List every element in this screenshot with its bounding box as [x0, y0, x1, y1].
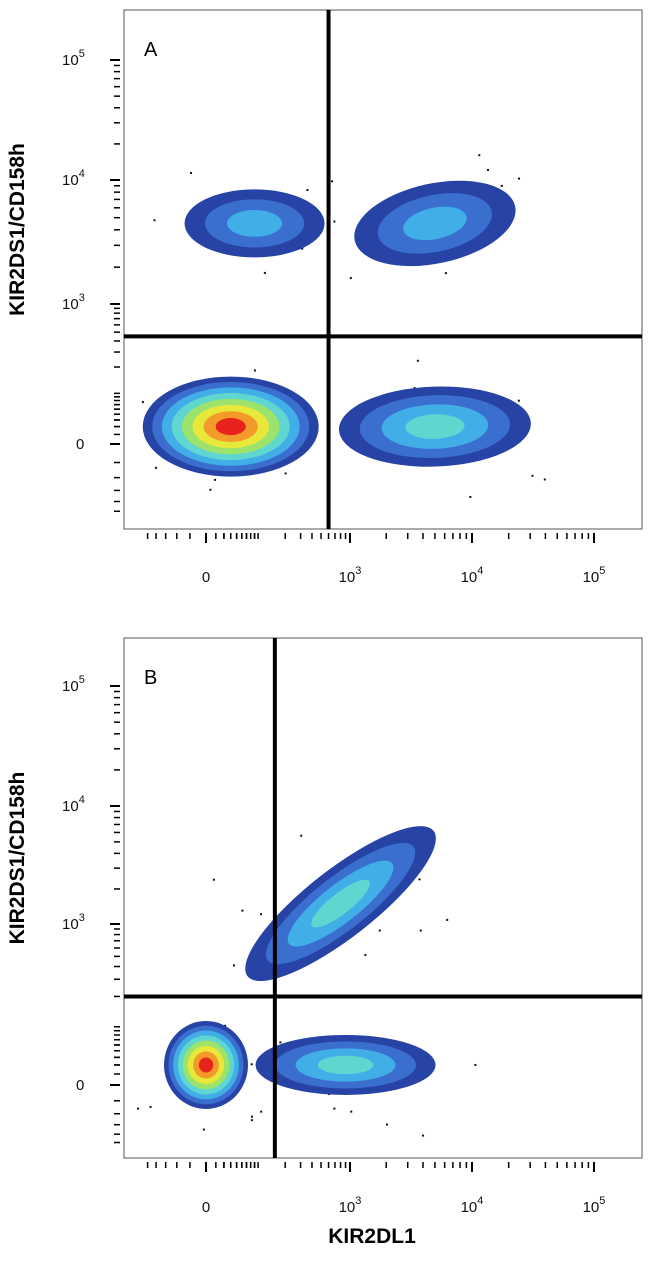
- event-dot: [300, 834, 303, 837]
- x-tick-label: 103: [339, 1195, 362, 1216]
- event-dot: [386, 1123, 389, 1126]
- event-dot: [284, 472, 287, 475]
- event-dot: [190, 172, 193, 175]
- panel-a: A 0 103 104 105 0 103 104 105 KIR2DS1/CD158h: [6, 9, 643, 586]
- event-dot: [422, 1134, 425, 1137]
- y-tick-label: 105: [62, 48, 85, 69]
- event-dot: [260, 913, 263, 916]
- event-dot: [241, 909, 244, 912]
- x-tick-label: 104: [461, 565, 484, 586]
- event-dot: [224, 1024, 227, 1027]
- panel-label: B: [144, 667, 157, 689]
- population-kir2dl1-single: [255, 1034, 436, 1095]
- density-contour: [215, 418, 246, 436]
- event-dot: [212, 878, 215, 881]
- event-dot: [378, 929, 381, 932]
- event-dot: [418, 878, 421, 881]
- event-dot: [306, 188, 309, 191]
- population-double-positive: [245, 826, 436, 982]
- event-dot: [517, 399, 520, 402]
- event-dot: [416, 359, 419, 362]
- event-dot: [419, 929, 422, 932]
- y-tick-label: 0: [76, 436, 84, 453]
- event-dot: [486, 168, 489, 171]
- event-dot: [153, 219, 156, 222]
- y-tick-label: 103: [62, 292, 85, 313]
- y-tick-label: 104: [62, 168, 85, 189]
- x-tick-label: 105: [583, 565, 606, 586]
- x-tick-label: 0: [202, 1199, 210, 1216]
- population-double-negative: [142, 376, 319, 477]
- event-dot: [214, 478, 217, 481]
- event-dot: [350, 1110, 353, 1113]
- event-dot: [250, 1115, 253, 1118]
- event-dot: [333, 1107, 336, 1110]
- event-dot: [500, 184, 503, 187]
- plot-area: [99, 826, 477, 1137]
- event-dot: [444, 272, 447, 275]
- density-contour: [198, 1057, 214, 1073]
- event-dot: [364, 953, 367, 956]
- event-dot: [141, 401, 144, 404]
- event-dot: [469, 496, 472, 499]
- event-dot: [518, 177, 521, 180]
- event-dot: [260, 1110, 263, 1113]
- event-dot: [543, 478, 546, 481]
- event-dot: [330, 180, 333, 183]
- x-axis-title: KIR2DL1: [328, 1225, 416, 1248]
- event-dot: [137, 1107, 140, 1110]
- x-tick-label: 103: [339, 565, 362, 586]
- y-axis-title: KIR2DS1/CD158h: [6, 772, 29, 945]
- x-tick-label: 105: [583, 1195, 606, 1216]
- event-dot: [253, 369, 256, 372]
- event-dot: [301, 247, 304, 250]
- population-double-positive: [354, 180, 516, 267]
- density-contour: [227, 210, 283, 237]
- event-dot: [209, 488, 212, 491]
- x-tick-label: 0: [202, 569, 210, 586]
- event-dot: [333, 220, 336, 223]
- event-dot: [446, 918, 449, 921]
- event-dot: [478, 154, 481, 157]
- population-double-negative: [164, 1020, 248, 1109]
- density-contour: [403, 206, 467, 241]
- x-tick-label: 104: [461, 1195, 484, 1216]
- population-kir2ds1-single: [184, 189, 325, 258]
- population-kir2dl1-single: [338, 386, 531, 467]
- density-contour: [311, 879, 370, 928]
- density-contour: [405, 414, 465, 439]
- event-dot: [263, 271, 266, 274]
- event-dot: [250, 1119, 253, 1122]
- event-dot: [250, 1063, 253, 1066]
- event-dot: [99, 1029, 101, 1031]
- event-dot: [232, 964, 235, 967]
- density-contour: [317, 1055, 374, 1075]
- event-dot: [149, 1105, 152, 1108]
- event-dot: [279, 1041, 282, 1044]
- event-dot: [474, 1063, 477, 1066]
- y-axis-title: KIR2DS1/CD158h: [6, 143, 29, 316]
- y-tick-label: 103: [62, 912, 85, 933]
- plot-area: [141, 154, 546, 499]
- y-tick-label: 0: [76, 1077, 84, 1094]
- event-dot: [349, 277, 352, 280]
- y-tick-label: 104: [62, 794, 85, 815]
- event-dot: [155, 466, 158, 469]
- y-tick-label: 105: [62, 674, 85, 695]
- panel-b: B 0 103 104 105 0 103 104 105 KIR2DS1/CD158h: [6, 637, 643, 1216]
- event-dot: [202, 1128, 205, 1131]
- event-dot: [531, 474, 534, 477]
- panel-label: A: [144, 39, 158, 61]
